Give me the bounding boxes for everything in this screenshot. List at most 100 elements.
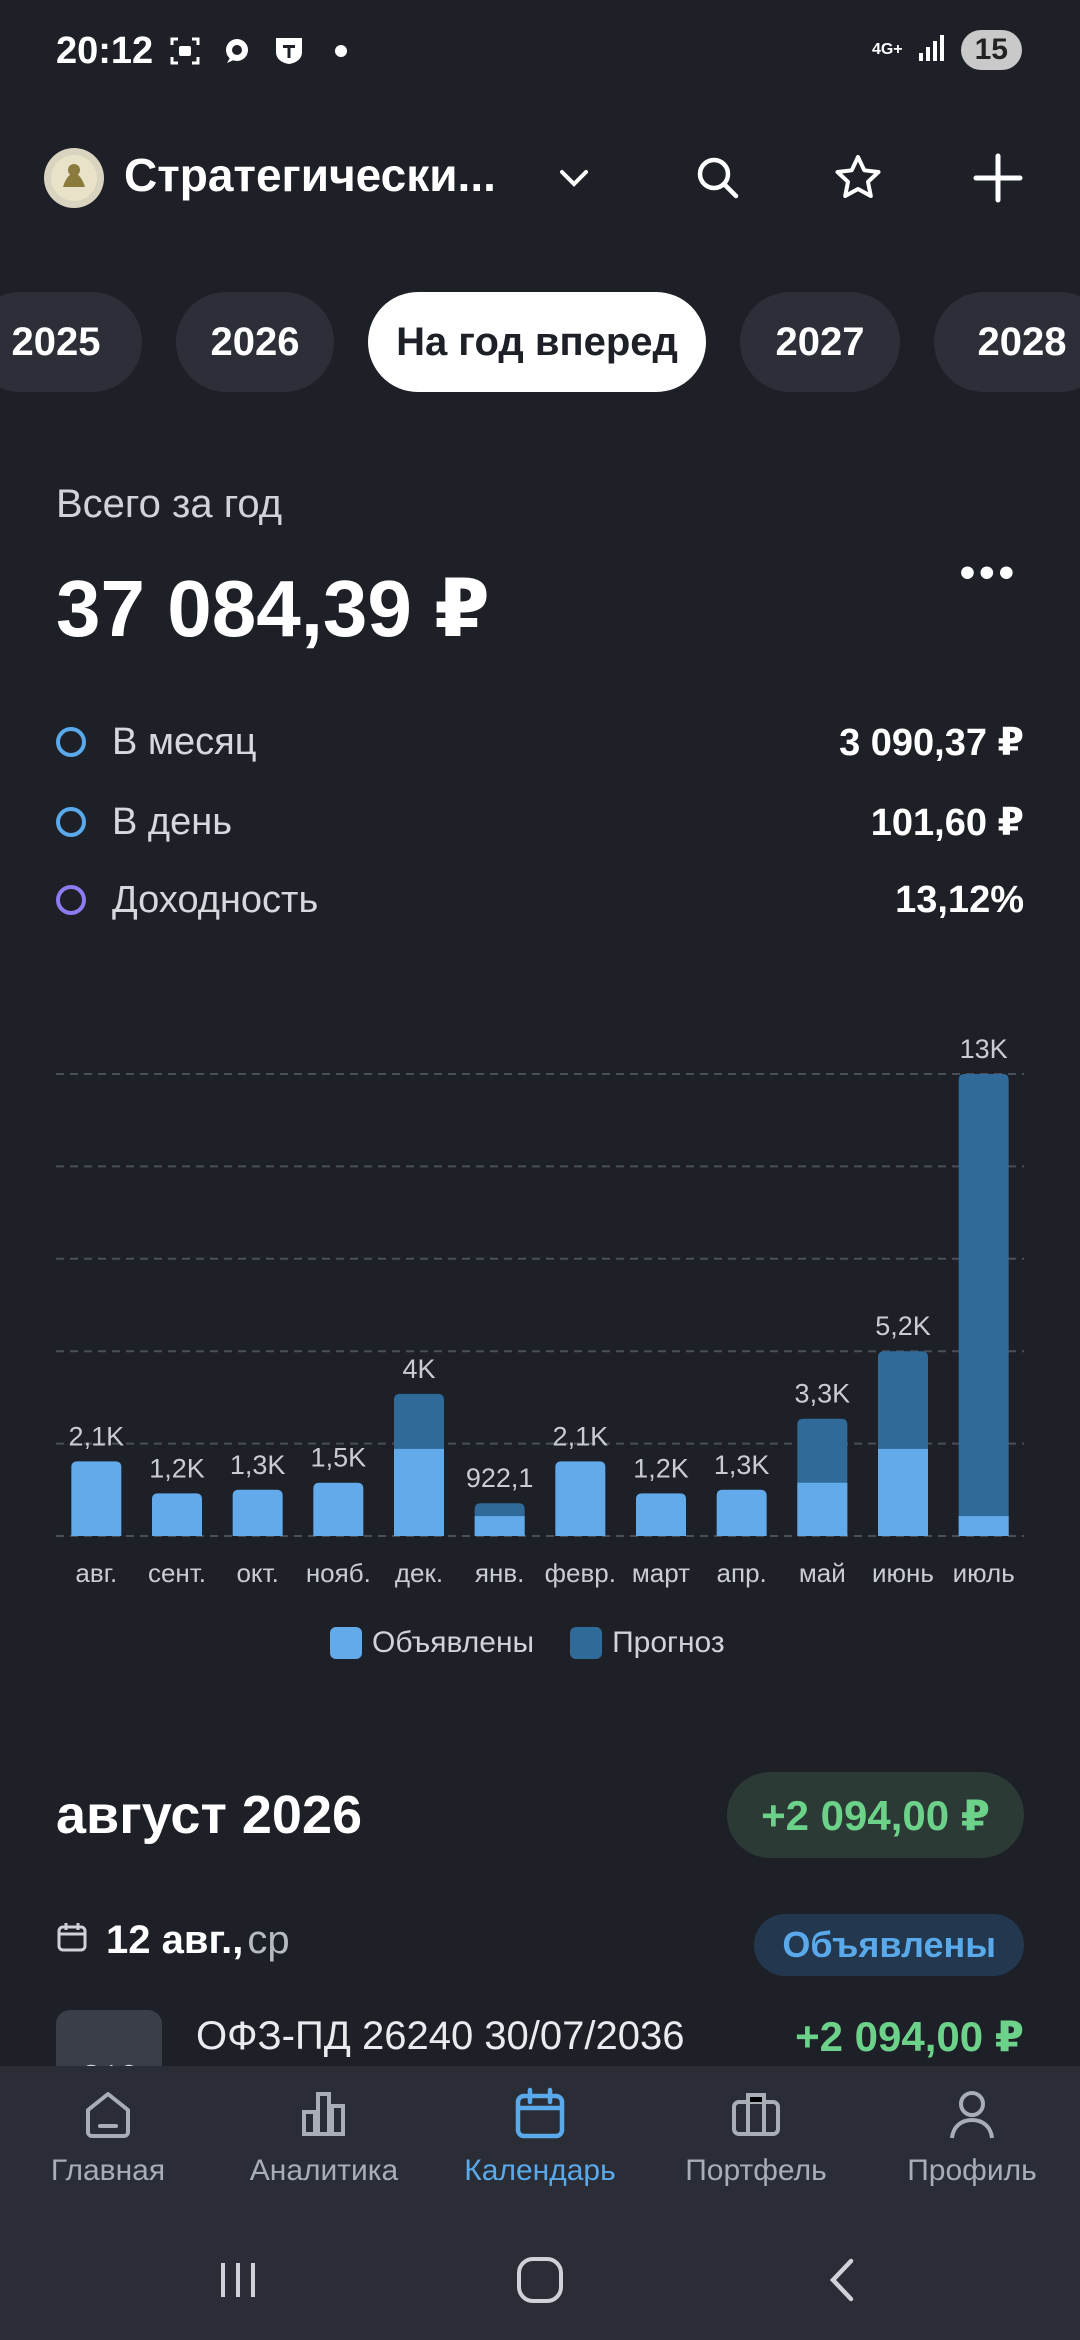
nav-label: Аналитика [249, 2154, 399, 2187]
bar-declared[interactable] [636, 1493, 686, 1536]
nav-label: Главная [50, 2154, 166, 2187]
total-value: 37 084,39 ₽ [56, 564, 490, 653]
x-tick-label: дек. [395, 1558, 443, 1588]
bar-value-label: 2,1K [553, 1421, 609, 1451]
legend-forecast: Прогноз [570, 1626, 725, 1660]
x-tick-label: янв. [475, 1558, 524, 1588]
nav-profile[interactable]: Профиль [864, 2066, 1080, 2216]
x-tick-label: июль [953, 1558, 1015, 1588]
home-icon [86, 2092, 130, 2138]
total-label: Всего за год [56, 482, 283, 526]
bar-value-label: 4K [402, 1354, 435, 1384]
back-icon[interactable] [814, 2252, 874, 2308]
nav-analytics[interactable]: Аналитика [216, 2066, 432, 2216]
bar-declared[interactable] [71, 1461, 122, 1536]
bar-forecast[interactable] [958, 1074, 1009, 1536]
x-tick-label: нояб. [306, 1558, 371, 1588]
nav-label: Портфель [685, 2154, 827, 2187]
bar-declared[interactable] [878, 1448, 928, 1536]
recent-apps-icon[interactable] [208, 2252, 268, 2308]
status-badge: Объявлены [754, 1914, 1024, 1976]
bar-declared[interactable] [555, 1461, 606, 1536]
x-tick-label: май [799, 1558, 846, 1588]
tab-2028[interactable]: 2028 [934, 292, 1080, 392]
search-icon[interactable] [680, 140, 756, 216]
bar-declared[interactable] [232, 1489, 283, 1536]
bar-value-label: 1,5K [311, 1443, 367, 1473]
nav-calendar[interactable]: Календарь [432, 2066, 648, 2216]
more-options-icon[interactable]: ••• [959, 548, 1018, 597]
legend-label: Объявлены [372, 1626, 535, 1659]
bar-declared[interactable] [797, 1482, 848, 1536]
x-tick-label: апр. [717, 1558, 767, 1588]
nav-home[interactable]: Главная [0, 2066, 216, 2216]
calendar-icon [56, 1918, 88, 1963]
bond-amount: +2 094,00 ₽ [795, 2013, 1024, 2060]
legend-swatch-forecast [570, 1627, 603, 1659]
metric-value: 3 090,37 ₽ [839, 721, 1024, 764]
bar-value-label: 2,1K [69, 1421, 125, 1451]
x-tick-label: март [632, 1558, 690, 1588]
metric-label: В день [112, 800, 232, 843]
star-icon[interactable] [820, 140, 896, 216]
signal-icon [917, 33, 947, 68]
x-tick-label: окт. [236, 1558, 278, 1588]
metric-value: 13,12% [895, 878, 1024, 921]
tab-year-ahead[interactable]: На год вперед [368, 292, 706, 392]
home-button-icon[interactable] [510, 2252, 570, 2308]
bar-value-label: 1,2K [633, 1453, 689, 1483]
tab-2025[interactable]: 2025 [0, 292, 142, 392]
chart-legend: Объявлены Прогноз [330, 1626, 725, 1660]
dot-icon [324, 34, 358, 68]
t-bank-icon [272, 34, 306, 68]
x-tick-label: июнь [872, 1558, 934, 1588]
metric-per-month[interactable]: В месяц 3 090,37 ₽ [56, 712, 1024, 772]
bar-value-label: 922,1 [466, 1463, 534, 1493]
calendar-icon [515, 2087, 565, 2139]
bar-value-label: 1,3K [714, 1450, 770, 1480]
x-tick-label: сент. [148, 1558, 206, 1588]
network-type: 4G+ [871, 41, 903, 58]
bar-value-label: 3,3K [795, 1379, 851, 1409]
metric-value: 101,60 ₽ [870, 801, 1024, 844]
portfolio-title[interactable]: Стратегически... [124, 149, 496, 201]
legend-declared: Объявлены [330, 1626, 534, 1660]
screenshot-icon [168, 34, 202, 68]
month-total-badge: +2 094,00 ₽ [727, 1772, 1024, 1858]
bar-declared[interactable] [716, 1489, 767, 1536]
bar-declared[interactable] [474, 1516, 525, 1536]
metric-yield[interactable]: Доходность 13,12% [56, 870, 1024, 930]
tab-2027[interactable]: 2027 [740, 292, 900, 392]
profile-icon [950, 2091, 994, 2139]
x-tick-label: февр. [545, 1558, 616, 1588]
month-title: август 2026 [56, 1785, 363, 1845]
bar-value-label: 13K [960, 1034, 1008, 1064]
bar-declared[interactable] [394, 1448, 444, 1536]
nav-label: Профиль [907, 2154, 1037, 2187]
status-time: 20:12 [56, 30, 154, 72]
portfolio-logo [44, 148, 104, 208]
bond-name[interactable]: ОФЗ-ПД 26240 30/07/2036 [196, 2014, 685, 2058]
system-nav-bar [0, 2216, 1080, 2340]
metric-per-day[interactable]: В день 101,60 ₽ [56, 792, 1024, 852]
bar-value-label: 1,2K [149, 1453, 205, 1483]
legend-label: Прогноз [612, 1626, 725, 1659]
year-tabs: 2025 2026 На год вперед 2027 2028 [0, 292, 1080, 392]
legend-swatch-declared [330, 1627, 362, 1659]
radio-icon [56, 807, 86, 837]
bar-declared[interactable] [958, 1516, 1009, 1536]
bar-declared[interactable] [152, 1493, 202, 1536]
bottom-navigation: Главная Аналитика Календарь Портфель Про… [0, 2066, 1080, 2216]
status-notification-icons [168, 34, 358, 68]
nav-label: Календарь [464, 2154, 616, 2187]
bar-value-label: 1,3K [230, 1450, 286, 1480]
plus-icon[interactable] [960, 140, 1036, 216]
metric-label: В месяц [112, 720, 257, 763]
tab-2026[interactable]: 2026 [176, 292, 334, 392]
chevron-down-icon[interactable] [536, 140, 612, 216]
radio-icon [56, 885, 86, 915]
bar-declared[interactable] [313, 1482, 364, 1536]
nav-portfolio[interactable]: Портфель [648, 2066, 864, 2216]
briefcase-icon [732, 2093, 780, 2136]
status-right: 4G+ 15 [872, 30, 1022, 70]
